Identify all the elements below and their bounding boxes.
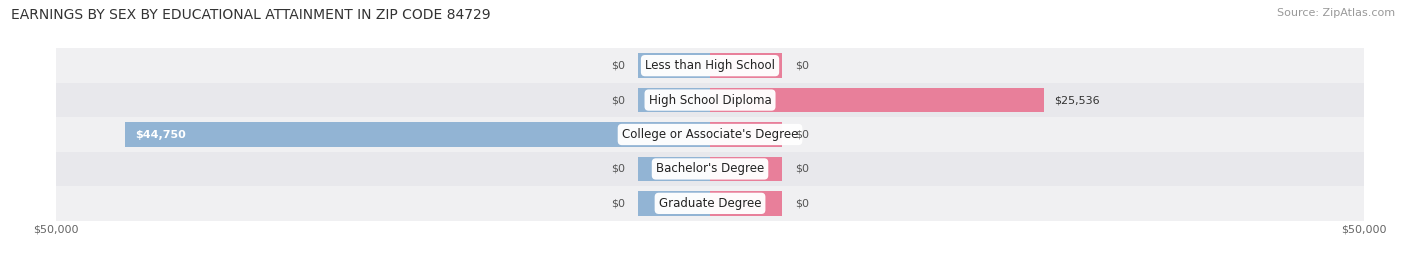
Text: EARNINGS BY SEX BY EDUCATIONAL ATTAINMENT IN ZIP CODE 84729: EARNINGS BY SEX BY EDUCATIONAL ATTAINMEN… [11, 8, 491, 22]
Text: College or Associate's Degree: College or Associate's Degree [621, 128, 799, 141]
Bar [56, 186, 1364, 221]
Text: $0: $0 [794, 198, 808, 208]
Bar [638, 53, 710, 78]
Bar [56, 117, 1364, 152]
Text: Graduate Degree: Graduate Degree [659, 197, 761, 210]
Text: High School Diploma: High School Diploma [648, 94, 772, 107]
Bar [710, 157, 782, 181]
Text: $0: $0 [794, 129, 808, 140]
Bar [56, 152, 1364, 186]
Text: $25,536: $25,536 [1054, 95, 1099, 105]
Text: $0: $0 [794, 61, 808, 71]
Bar [56, 83, 1364, 117]
Text: $44,750: $44,750 [135, 129, 186, 140]
Bar [638, 191, 710, 216]
Text: $0: $0 [612, 61, 626, 71]
Text: $0: $0 [612, 198, 626, 208]
Bar [710, 122, 782, 147]
Bar [710, 88, 1043, 112]
Text: Bachelor's Degree: Bachelor's Degree [657, 162, 763, 175]
Bar [56, 48, 1364, 83]
Text: $0: $0 [794, 164, 808, 174]
Text: Source: ZipAtlas.com: Source: ZipAtlas.com [1277, 8, 1395, 18]
Text: $0: $0 [612, 95, 626, 105]
Bar [710, 53, 782, 78]
Bar [125, 122, 710, 147]
Bar [638, 157, 710, 181]
Text: Less than High School: Less than High School [645, 59, 775, 72]
Text: $0: $0 [612, 164, 626, 174]
Bar [710, 191, 782, 216]
Bar [638, 88, 710, 112]
